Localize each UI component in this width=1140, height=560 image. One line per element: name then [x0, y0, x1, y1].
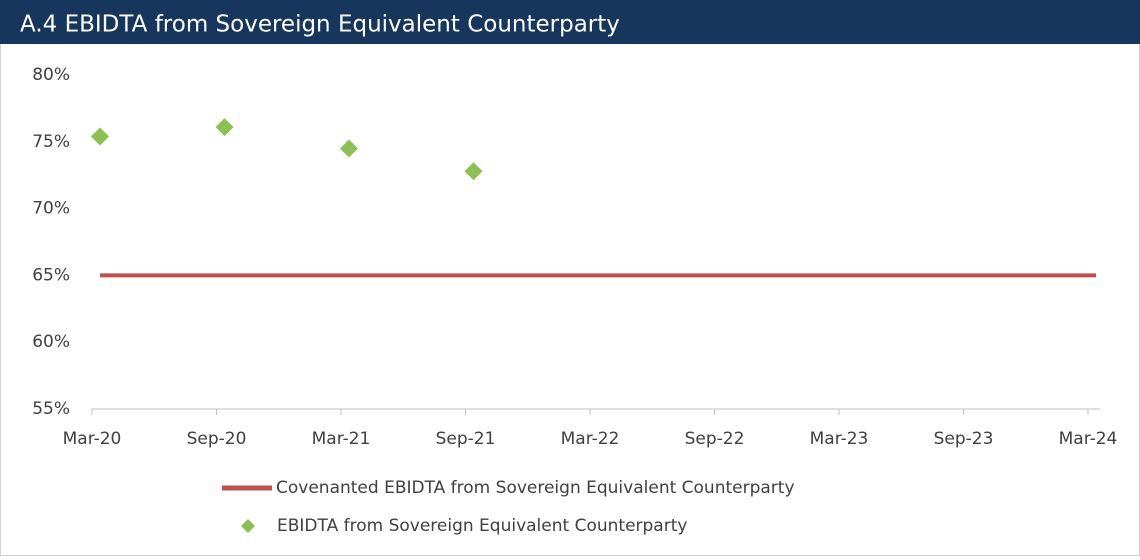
- data-point: [340, 139, 358, 158]
- y-tick-label: 65%: [32, 265, 70, 285]
- x-tick-label: Mar-20: [63, 429, 122, 449]
- data-point: [91, 127, 109, 146]
- x-tick-label: Sep-22: [685, 429, 745, 449]
- y-tick-label: 75%: [32, 132, 70, 152]
- y-tick-label: 60%: [32, 332, 70, 352]
- legend-label: EBIDTA from Sovereign Equivalent Counter…: [277, 516, 687, 536]
- chart-title: A.4 EBIDTA from Sovereign Equivalent Cou…: [20, 12, 620, 38]
- x-tick-label: Mar-22: [561, 429, 620, 449]
- title-bar: [0, 0, 1140, 44]
- x-tick-label: Mar-24: [1059, 429, 1118, 449]
- data-point: [215, 118, 234, 137]
- legend-swatch: [241, 519, 255, 533]
- x-tick-label: Mar-23: [810, 429, 869, 449]
- x-tick-label: Mar-21: [312, 429, 371, 449]
- data-point: [464, 162, 483, 181]
- x-tick-label: Sep-23: [934, 429, 994, 449]
- y-tick-label: 70%: [32, 199, 70, 219]
- x-tick-label: Sep-20: [187, 429, 247, 449]
- y-tick-label: 80%: [32, 65, 70, 85]
- x-tick-label: Sep-21: [436, 429, 496, 449]
- legend-label: Covenanted EBIDTA from Sovereign Equival…: [276, 478, 795, 498]
- y-tick-label: 55%: [32, 399, 70, 419]
